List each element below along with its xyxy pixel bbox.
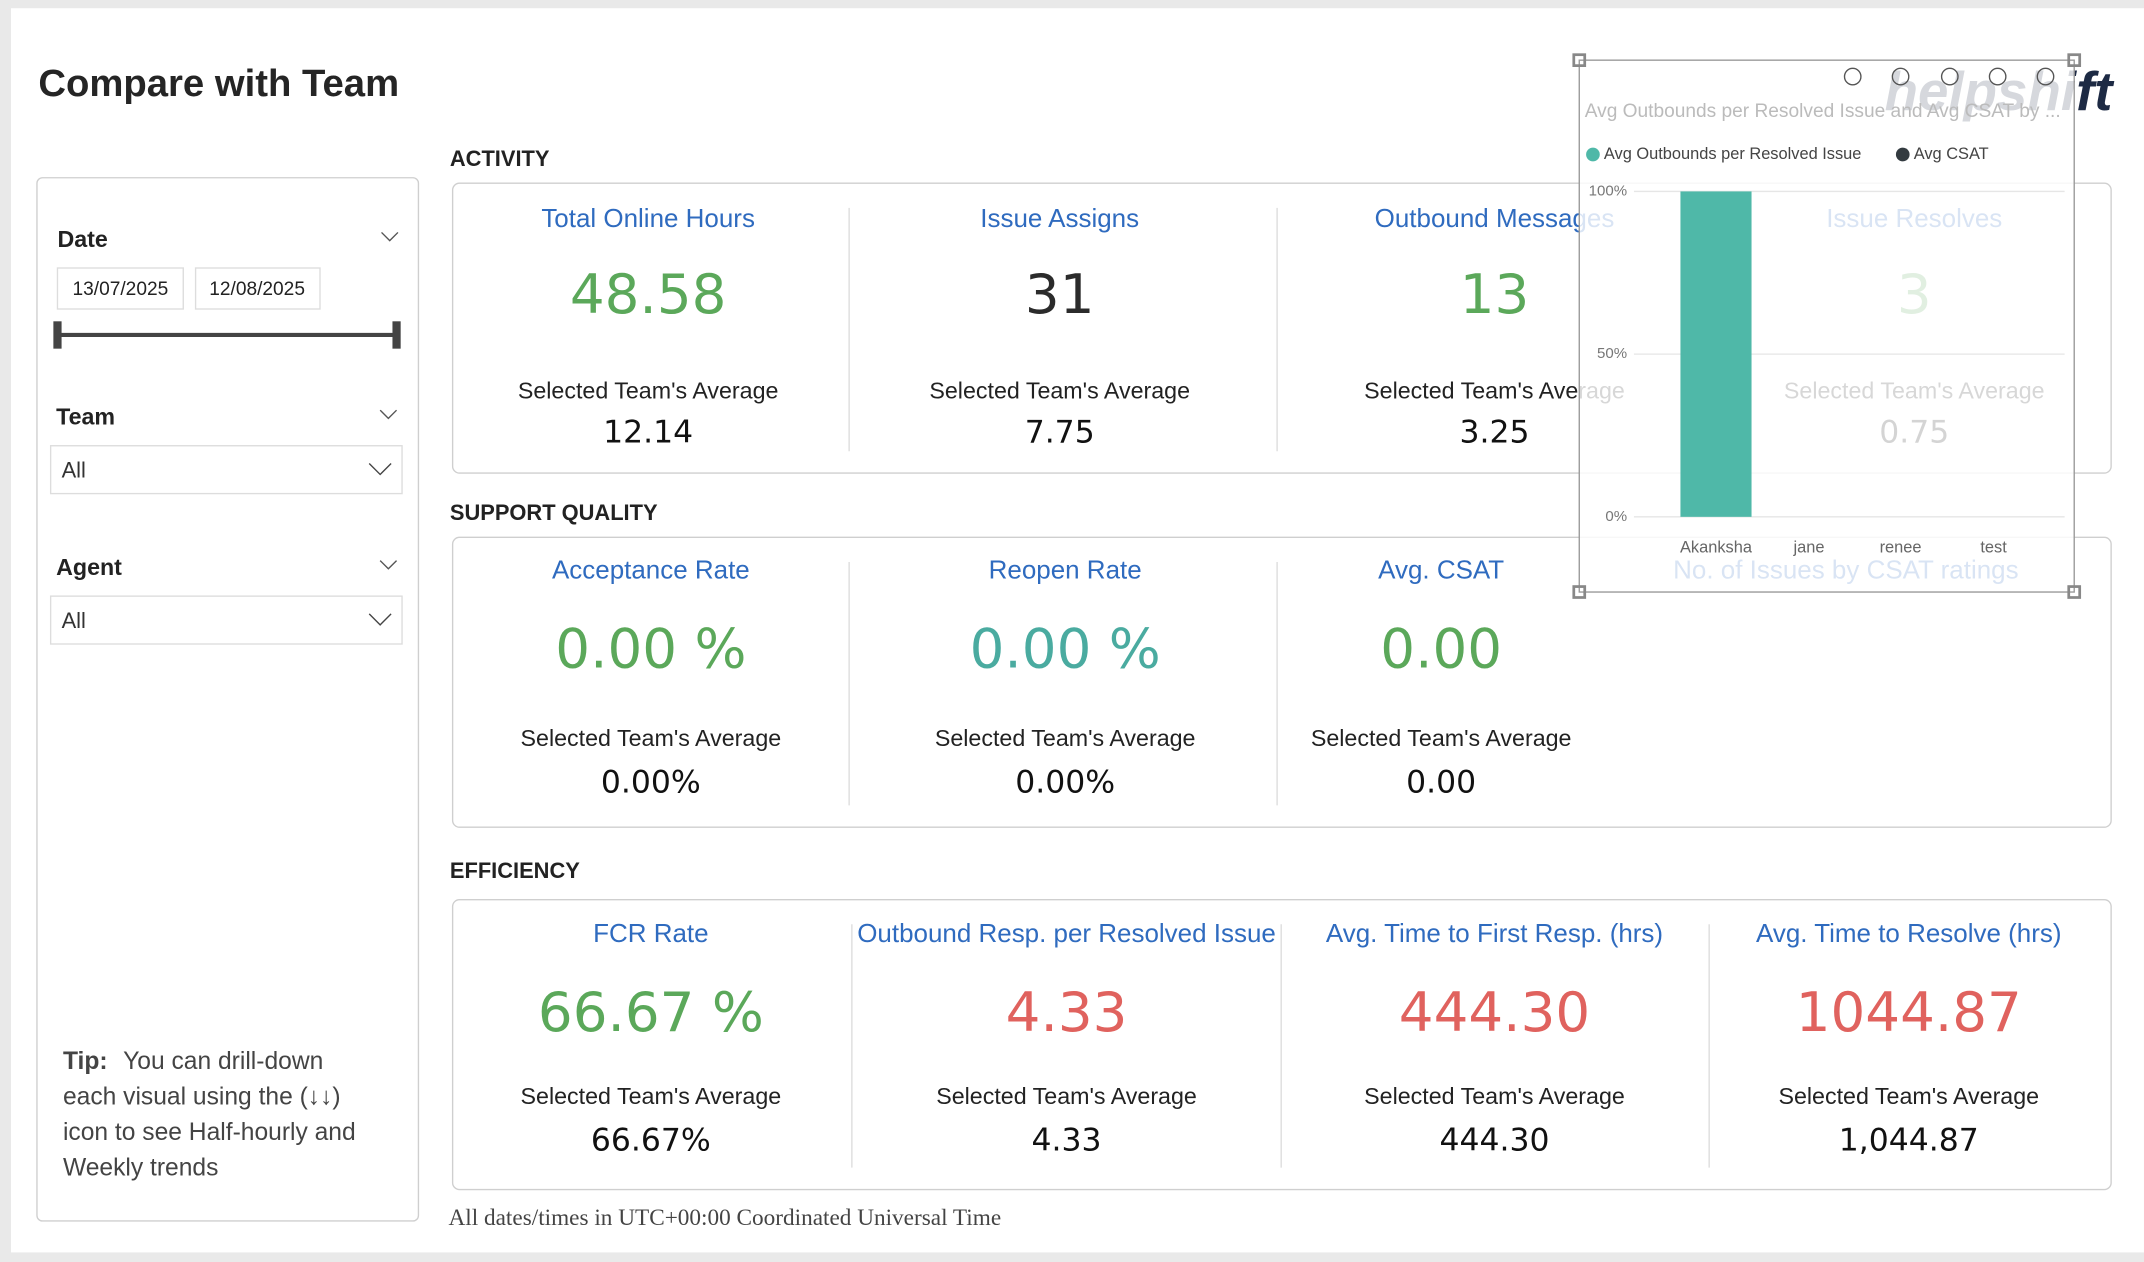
card-title: Issue Assigns [980,203,1139,233]
avg-value: 7.75 [1025,414,1095,450]
avg-value: 1,044.87 [1839,1123,1979,1159]
page-title: Compare with Team [38,62,399,105]
date-start: 13/07/2025 [73,279,169,300]
chevron [368,613,392,626]
section-title: EFFICIENCY [450,858,580,883]
avg-value: 0.00 [1406,764,1476,800]
avg-label: Selected Team's Average [521,1083,782,1109]
card-title: Reopen Rate [989,554,1142,584]
date-end: 12/08/2025 [209,279,305,300]
date-start-box[interactable] [56,267,184,310]
legend-swatch [1586,147,1600,162]
avg-value: 444.30 [1439,1123,1549,1159]
section-title: SUPPORT QUALITY [450,500,658,525]
avg-value: 0.00% [601,764,701,800]
x-tick-label: jane [1792,539,1824,557]
filter-panel [36,177,420,1222]
section-box [451,536,2112,828]
tip-line: each visual using the (↓↓) [63,1083,341,1110]
avg-label: Selected Team's Average [1778,1083,2039,1109]
card-value: 4.33 [1006,980,1128,1044]
agent-label: Agent [56,554,122,580]
y-tick-label: 50% [1597,345,1627,362]
card-title: Avg. Time to First Resp. (hrs) [1326,918,1663,948]
chevron [368,463,392,476]
resize-handle[interactable] [1572,53,1587,67]
agent-value: All [62,608,86,633]
avg-label: Selected Team's Average [1364,1083,1625,1109]
avg-value: 12.14 [603,414,693,450]
toolbar-icon[interactable] [1940,67,1959,86]
chevron[interactable] [381,231,399,242]
card-value: 48.58 [570,262,727,326]
avg-label: Selected Team's Average [521,725,782,751]
tip-line: You can drill-down [123,1048,323,1075]
avg-label: Selected Team's Average [936,1083,1197,1109]
x-tick-label: renee [1880,539,1922,557]
chevron[interactable] [379,409,398,420]
avg-value: 0.00% [1015,764,1115,800]
team-dropdown[interactable] [49,445,403,495]
agent-dropdown[interactable] [49,595,403,645]
x-tick-label: Akanksha [1680,539,1753,557]
resize-handle[interactable] [2067,585,2082,599]
card-value: 13 [1460,262,1530,326]
card-value: 31 [1025,262,1095,326]
card-title: Avg. Time to Resolve (hrs) [1756,918,2061,948]
legend-label: Avg CSAT [1914,145,1989,163]
avg-value: 3.25 [1459,414,1529,450]
chart-title: Avg Outbounds per Resolved Issue and Avg… [1585,101,2061,122]
avg-label: Selected Team's Average [518,378,779,404]
x-tick-label: test [1980,539,2007,557]
legend-label: Avg Outbounds per Resolved Issue [1604,145,1862,163]
card-value: 0.00 % [970,616,1161,680]
date-label: Date [57,226,107,252]
tip-label: Tip: [63,1048,108,1075]
footer: All dates/times in UTC+00:00 Coordinated… [449,1205,1002,1231]
chevron[interactable] [379,560,398,570]
toolbar-icon[interactable] [1843,67,1862,86]
avg-label: Selected Team's Average [935,725,1196,751]
card-value: 66.67 % [538,980,764,1044]
team-label: Team [56,404,115,430]
date-end-box[interactable] [194,267,321,310]
slider-handle[interactable] [392,321,401,349]
y-tick-label: 100% [1589,182,1627,199]
card-value: 0.00 [1380,616,1502,680]
card-title: Total Online Hours [541,203,755,233]
toolbar-icon[interactable] [2036,67,2055,86]
bar [1680,191,1752,517]
resize-handle[interactable] [2067,53,2082,67]
card-value: 444.30 [1399,980,1590,1044]
tip-line: Weekly trends [63,1155,218,1182]
card-title: Avg. CSAT [1378,554,1504,584]
card-title: Outbound Resp. per Resolved Issue [857,918,1276,948]
card-title: Acceptance Rate [552,554,750,584]
toolbar-icon[interactable] [1891,67,1910,86]
toolbar-icon[interactable] [1988,67,2007,86]
section-title: ACTIVITY [450,146,550,171]
avg-label: Selected Team's Average [929,378,1190,404]
legend-swatch [1895,147,1910,162]
avg-label: Selected Team's Average [1311,725,1572,751]
avg-value: 4.33 [1032,1123,1102,1159]
chart-frame [1578,59,2075,593]
card-title: FCR Rate [593,918,708,948]
slider-handle[interactable] [53,321,62,349]
avg-value: 66.67% [591,1123,711,1159]
y-tick-label: 0% [1605,508,1627,525]
resize-handle[interactable] [1572,585,1587,599]
card-title: Outbound Messages [1375,203,1615,233]
card-value: 0.00 % [555,616,746,680]
chart-overlay: Avg Outbounds per Resolved Issue and Avg… [1572,53,2082,599]
card-value: 1044.87 [1796,980,2022,1044]
tip-line: icon to see Half-hourly and [63,1119,356,1146]
team-value: All [62,457,86,482]
